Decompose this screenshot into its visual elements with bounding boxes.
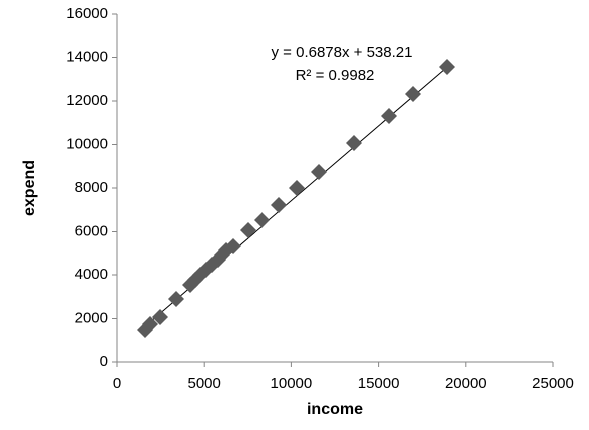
data-point	[253, 211, 270, 228]
x-tick-label: 25000	[532, 375, 574, 392]
data-point	[271, 197, 288, 214]
data-point	[345, 134, 362, 151]
x-tick-label: 10000	[271, 375, 313, 392]
y-tick-label: 8000	[75, 179, 108, 196]
data-point	[438, 59, 455, 76]
x-axis-label: income	[307, 401, 363, 418]
data-point	[380, 108, 397, 125]
x-tick-label: 15000	[358, 375, 400, 392]
x-tick-label: 20000	[445, 375, 487, 392]
y-tick-label: 2000	[75, 309, 108, 326]
x-tick-label: 5000	[188, 375, 221, 392]
y-axis-label: expend	[21, 160, 38, 216]
x-tick-label: 0	[113, 375, 121, 392]
data-point	[311, 163, 328, 180]
y-tick-label: 16000	[66, 5, 108, 22]
data-point	[141, 316, 158, 333]
y-tick-label: 12000	[66, 92, 108, 109]
data-point	[404, 85, 421, 102]
data-point	[239, 221, 256, 238]
y-tick-label: 6000	[75, 222, 108, 239]
data-point	[152, 308, 169, 325]
trendline-equation: y = 0.6878x + 538.21	[272, 44, 413, 61]
y-tick-label: 10000	[66, 135, 108, 152]
y-tick-label: 14000	[66, 48, 108, 65]
y-tick-label: 0	[100, 353, 108, 370]
data-point	[167, 290, 184, 307]
data-point	[224, 238, 241, 255]
data-point	[288, 180, 305, 196]
y-tick-label: 4000	[75, 266, 108, 283]
r-squared: R² = 0.9982	[296, 67, 375, 84]
